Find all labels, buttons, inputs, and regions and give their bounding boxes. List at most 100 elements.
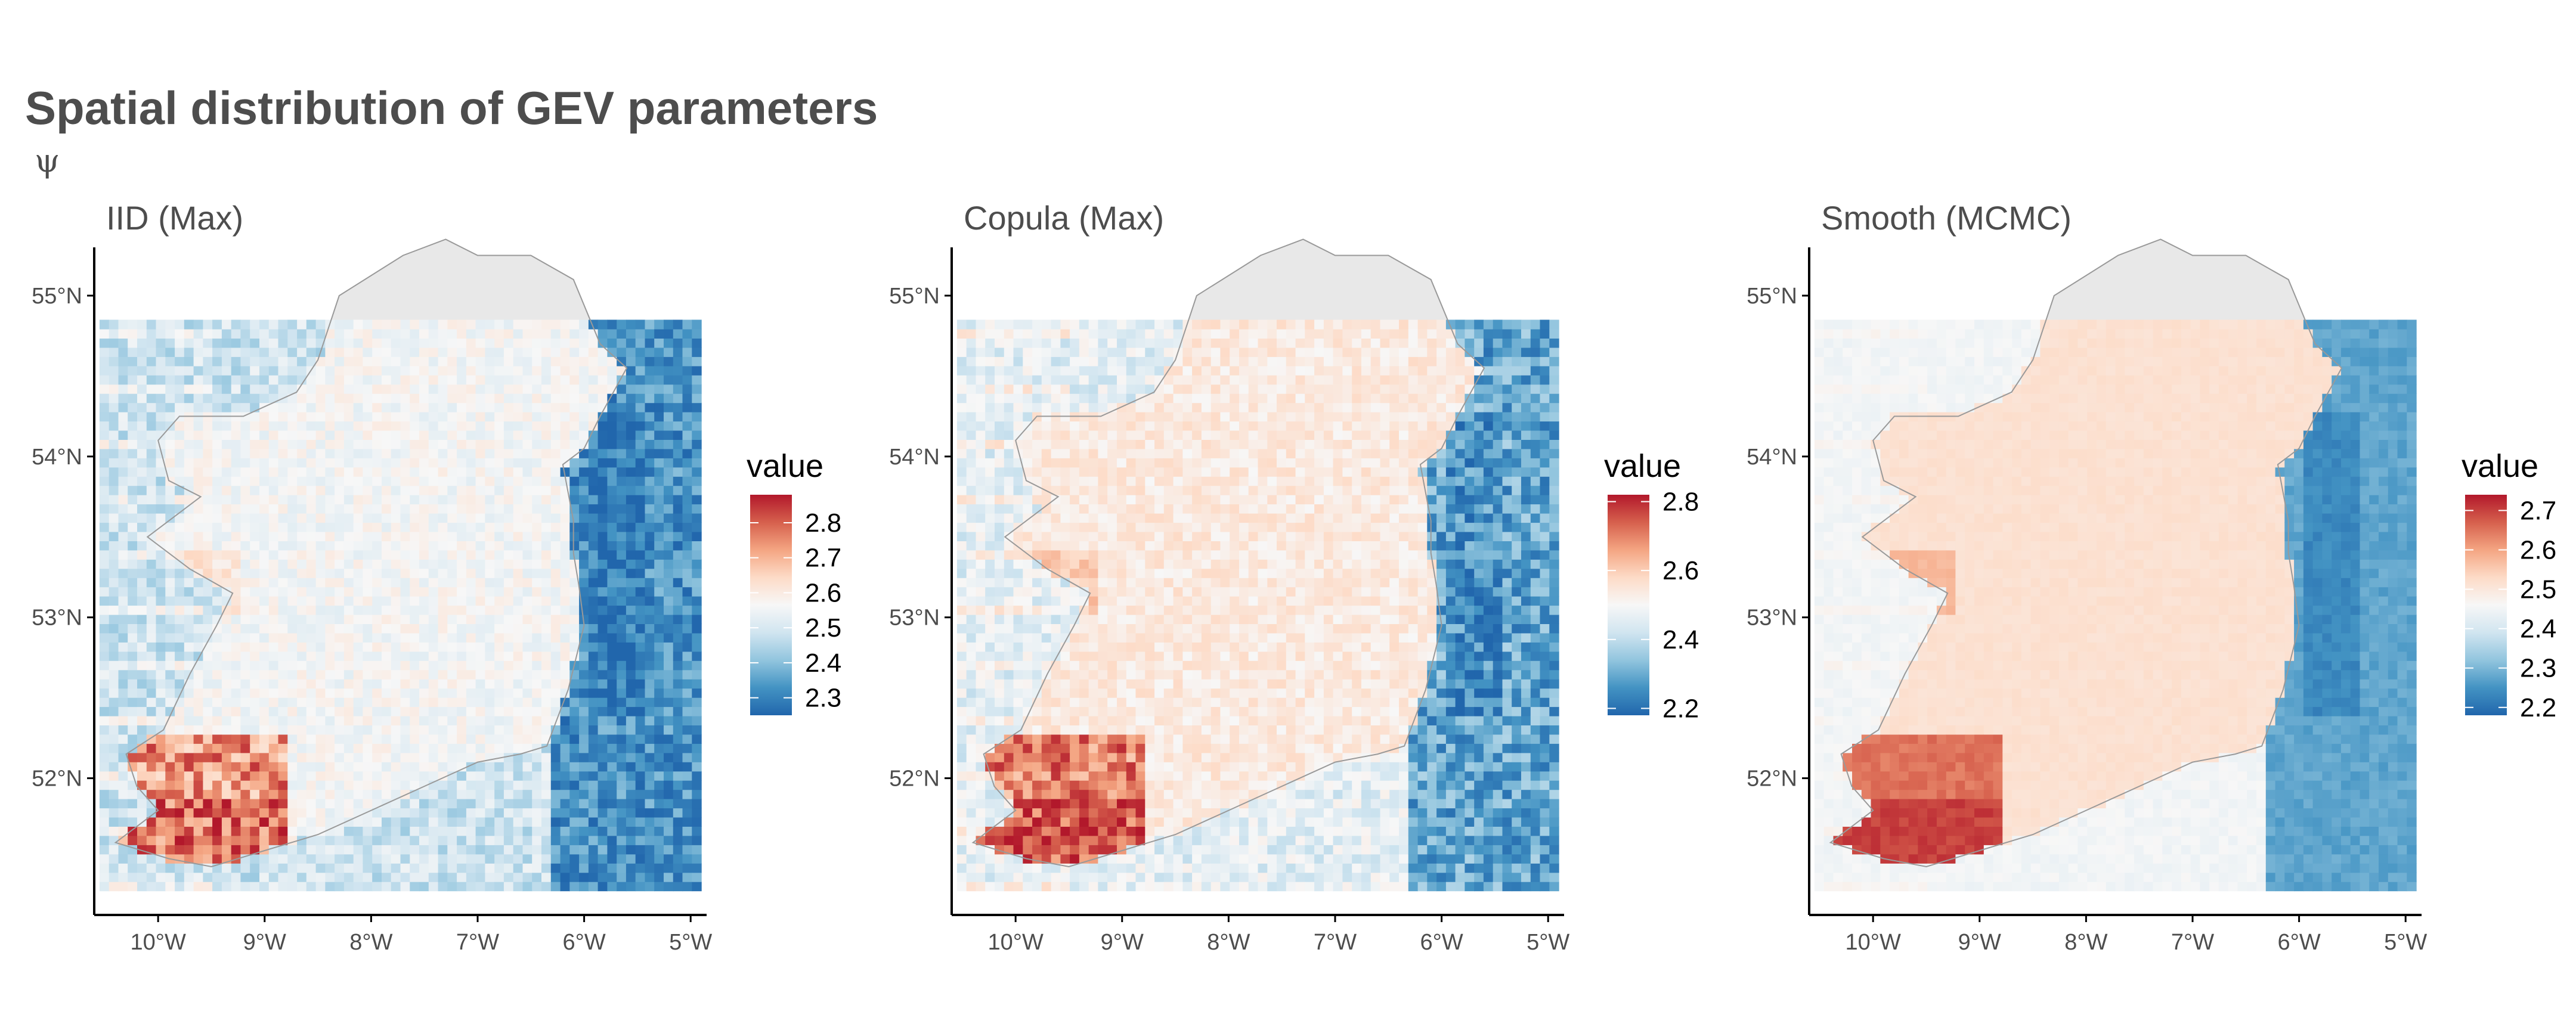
colorbar-tick-label: 2.5 [805, 613, 841, 643]
heatmap-cell [343, 541, 354, 551]
heatmap-cell [297, 476, 307, 486]
heatmap-cell [146, 504, 157, 514]
heatmap-cell [193, 448, 203, 458]
heatmap-cell [184, 338, 194, 348]
heatmap-cell [664, 632, 674, 643]
heatmap-cell [428, 485, 439, 495]
heatmap-cell [335, 743, 345, 753]
heatmap-cell [221, 789, 232, 799]
heatmap-cell [976, 752, 986, 762]
heatmap-cell [306, 679, 317, 689]
heatmap-cell [156, 439, 166, 449]
heatmap-cell [1051, 587, 1061, 597]
heatmap-cell [1041, 458, 1052, 468]
heatmap-cell [1079, 715, 1089, 725]
heatmap-cell [513, 458, 524, 468]
heatmap-cell [428, 817, 439, 827]
heatmap-cell [400, 338, 410, 348]
heatmap-cell [1088, 697, 1099, 708]
heatmap-cell [1060, 688, 1070, 698]
heatmap-cell [146, 725, 157, 735]
heatmap-cell [1070, 872, 1080, 882]
heatmap-cell [966, 541, 977, 551]
heatmap-cell [343, 679, 354, 689]
heatmap-cell [532, 771, 542, 781]
heatmap-cell [447, 706, 457, 716]
heatmap-cell [419, 467, 429, 477]
heatmap-cell [673, 826, 683, 836]
heatmap-cell [692, 845, 702, 855]
heatmap-cell [259, 706, 270, 716]
heatmap-cell [457, 642, 467, 652]
heatmap-cell [503, 799, 514, 809]
heatmap-cell [372, 706, 382, 716]
heatmap-cell [109, 384, 119, 394]
heatmap-cell [391, 384, 401, 394]
heatmap-cell [597, 559, 608, 569]
heatmap-cell [597, 651, 608, 661]
heatmap-cell [268, 568, 279, 578]
heatmap-cell [306, 743, 317, 753]
heatmap-cell [466, 568, 476, 578]
heatmap-cell [588, 660, 599, 671]
heatmap-cell [682, 476, 692, 486]
heatmap-cell [175, 495, 185, 505]
heatmap-cell [109, 845, 119, 855]
heatmap-cell [268, 531, 279, 541]
heatmap-cell [1013, 835, 1023, 845]
heatmap-cell [466, 448, 476, 458]
heatmap-cell [966, 356, 977, 367]
heatmap-cell [1098, 614, 1108, 624]
heatmap-cell [522, 679, 532, 689]
heatmap-cell [325, 522, 335, 532]
heatmap-cell [419, 402, 429, 412]
heatmap-cell [645, 347, 655, 357]
heatmap-cell [438, 458, 448, 468]
heatmap-cell [985, 384, 995, 394]
heatmap-cell [382, 697, 392, 708]
heatmap-cell [1032, 752, 1042, 762]
heatmap-cell [1004, 365, 1014, 376]
heatmap-cell [673, 402, 683, 412]
heatmap-cell [400, 495, 410, 505]
heatmap-cell [569, 715, 580, 725]
heatmap-cell [1041, 688, 1052, 698]
heatmap-cell [635, 808, 646, 818]
heatmap-cell [372, 679, 382, 689]
heatmap-cell [193, 485, 203, 495]
heatmap-cell [588, 771, 599, 781]
heatmap-cell [410, 448, 420, 458]
heatmap-cell [259, 642, 270, 652]
heatmap-cell [353, 587, 364, 597]
heatmap-cell [203, 559, 213, 569]
heatmap-cell [343, 430, 354, 440]
heatmap-cell [1079, 578, 1089, 588]
heatmap-cell [99, 439, 110, 449]
heatmap-cell [522, 725, 532, 735]
heatmap-cell [654, 375, 664, 385]
heatmap-cell [635, 578, 646, 588]
heatmap-cell [617, 706, 627, 716]
heatmap-cell [212, 688, 222, 698]
heatmap-cell [128, 522, 138, 532]
heatmap-cell [203, 734, 213, 744]
heatmap-cell [400, 559, 410, 569]
heatmap-cell [287, 715, 298, 725]
heatmap-cell [682, 559, 692, 569]
heatmap-cell [503, 734, 514, 744]
heatmap-cell [503, 725, 514, 735]
heatmap-cell [1032, 596, 1042, 606]
heatmap-cell [118, 541, 128, 551]
heatmap-cell [240, 393, 250, 404]
heatmap-cell [692, 328, 702, 339]
heatmap-cell [985, 808, 995, 818]
heatmap-cell [175, 632, 185, 643]
heatmap-cell [410, 578, 420, 588]
heatmap-cell [353, 578, 364, 588]
heatmap-cell [617, 669, 627, 680]
heatmap-cell [184, 448, 194, 458]
heatmap-cell [1051, 485, 1061, 495]
heatmap-cell [353, 605, 364, 615]
heatmap-cell [410, 347, 420, 357]
heatmap-cell [99, 448, 110, 458]
